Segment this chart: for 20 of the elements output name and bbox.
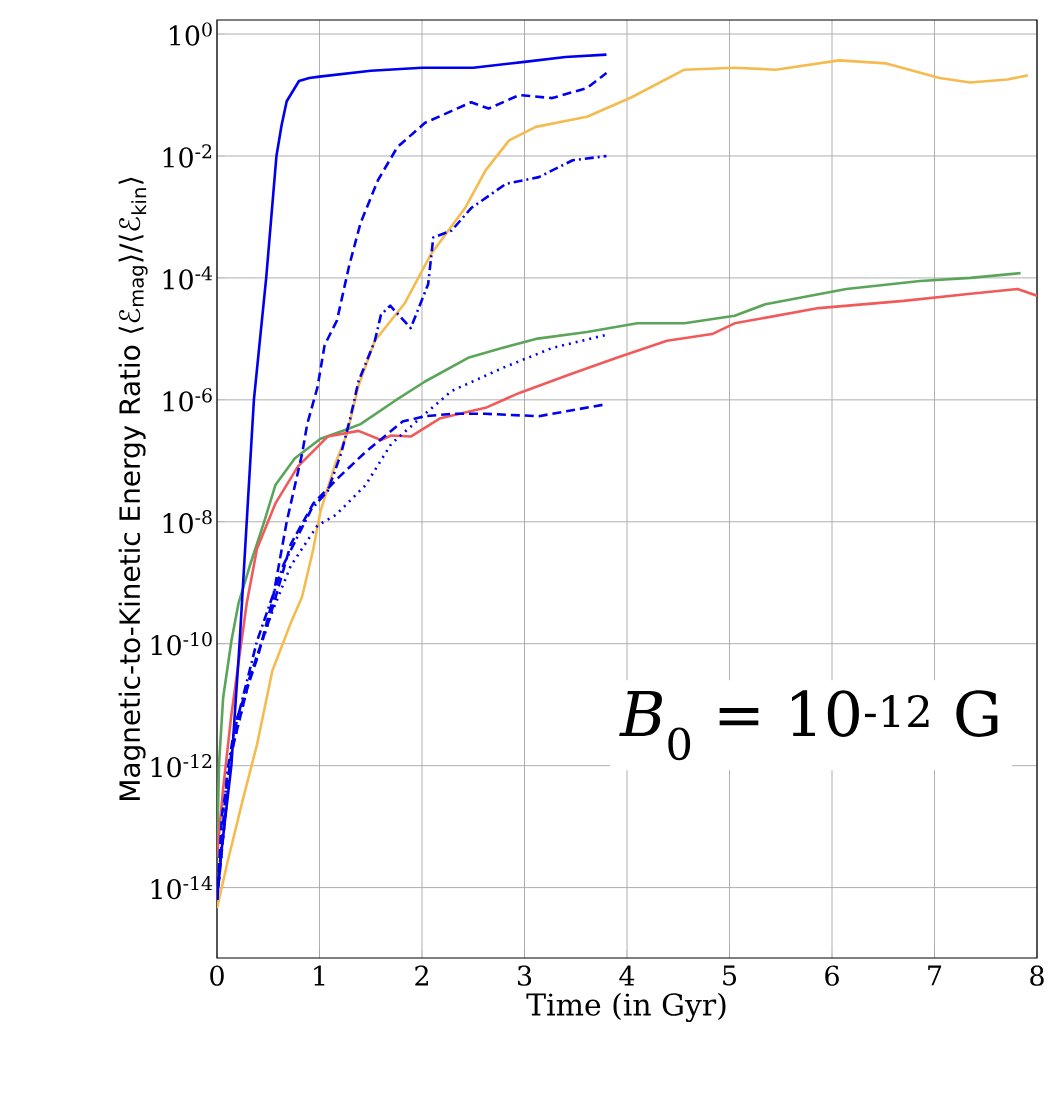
y-tick-label: 10$^{-14}$ [151,875,213,900]
x-tick-label: 1 [314,965,325,986]
y-tick-label: 10$^{-2}$ [163,144,212,168]
y-tick-label: 10$^{-12}$ [151,753,212,778]
x-tick-label: 4 [619,965,635,986]
y-tick-label: 10$^{-4}$ [163,266,213,290]
x-tick-label: 2 [415,965,428,986]
annotation: B$_{0}$ = 10$^{-12}$ G [619,690,998,761]
x-tick-label: 6 [825,965,839,986]
x-tick-label: 8 [1030,965,1044,986]
y-axis-title: Magnetic-to-Kinetic Energy Ratio ⟨ℰ$_{mag}$⟩/⟨ℰ$_{kin}$⟩ [118,177,148,800]
x-tick-label: 3 [517,965,532,986]
y-tick-label: 10$^{-6}$ [163,388,212,412]
x-tick-label: 5 [723,965,736,986]
x-axis-title: Time (in Gyr) [526,992,726,1023]
y-tick-label: 10$^{-8}$ [163,510,212,534]
y-tick-label: 10$^{0}$ [170,22,212,46]
y-tick-label: 10$^{-10}$ [151,632,212,656]
x-tick-label: 0 [210,965,224,986]
x-tick-label: 7 [928,965,942,986]
